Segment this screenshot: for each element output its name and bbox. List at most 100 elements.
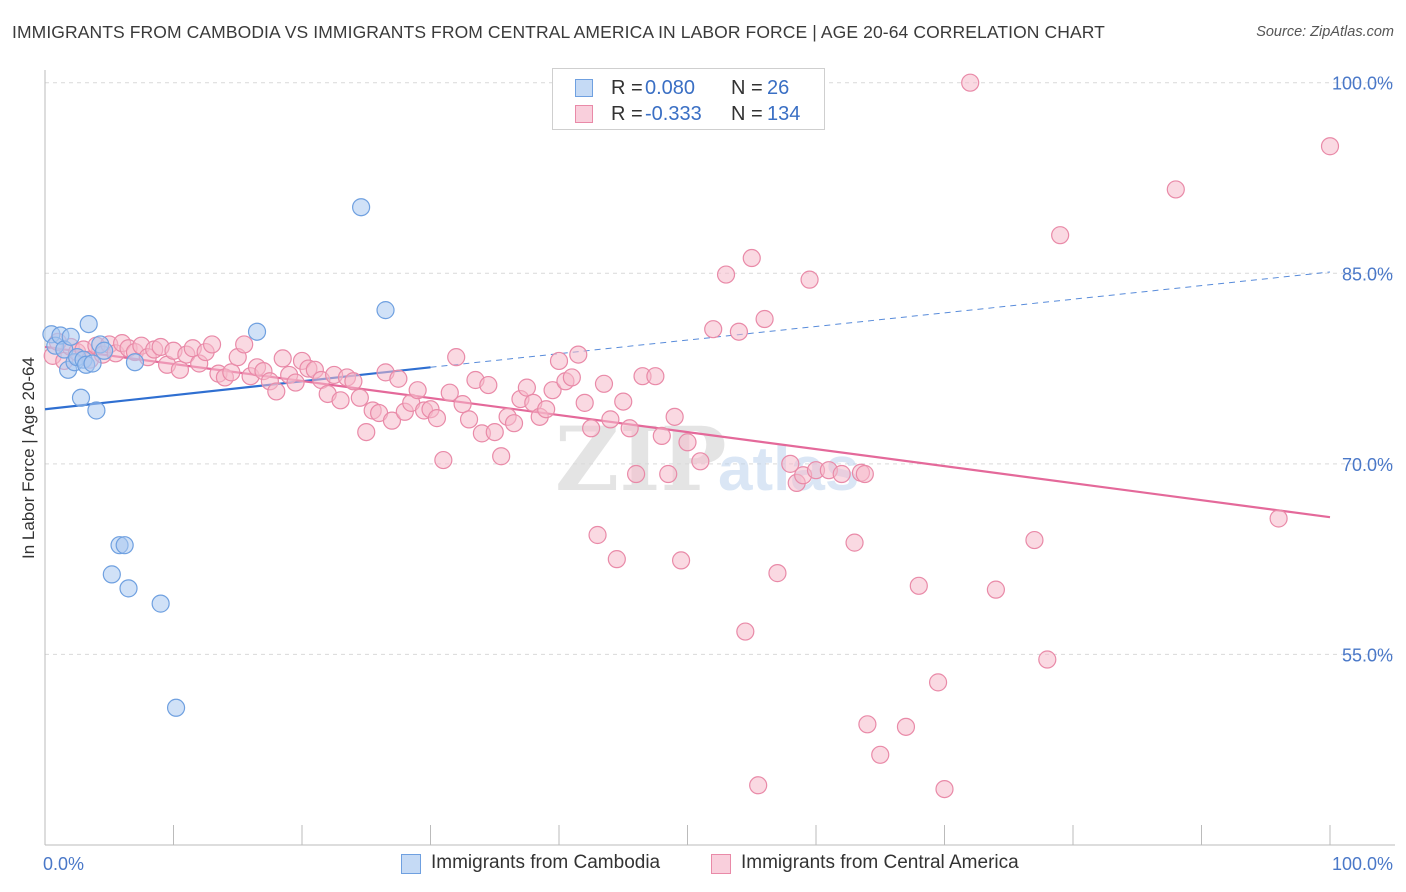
central-america-point [537,400,556,419]
tick-labels: 55.0% 70.0% 85.0% 100.0% 0.0% 100.0% [43,74,1393,874]
y-tick-label: 55.0% [1342,645,1393,665]
central-america-point [453,395,472,414]
central-america-point [202,335,222,354]
central-america-point [716,265,736,284]
central-america-point [749,776,768,795]
central-america-point [800,270,819,289]
cambodia-point [247,322,267,341]
central-america-point [344,372,363,391]
correlation-legend: R = 0.080 N = 26 R = -0.333 N = 134 [552,68,825,130]
central-america-point [350,388,369,407]
legend-row-central-america: R = -0.333 N = 134 [553,101,824,127]
central-america-point [382,411,402,430]
cambodia-point [352,198,371,217]
cambodia-trend-extension [430,271,1331,368]
central-america-point [858,715,877,734]
axes [44,70,1395,846]
legend-r-label: R = [611,103,643,125]
cambodia-point [102,565,121,584]
central-america-point [408,381,427,400]
cambodia-point [151,594,170,613]
legend-n-value: 134 [767,103,801,125]
central-america-point [479,375,498,395]
central-america-point [1320,137,1340,156]
cambodia-point [87,401,106,420]
central-america-point [909,576,928,595]
legend-swatch-cambodia [575,79,593,97]
cambodia-point [83,354,102,373]
central-america-point [273,349,292,368]
central-america-point [768,564,787,583]
central-america-point [678,433,697,452]
central-america-point [286,373,305,392]
central-america-point [652,426,671,446]
central-america-point [594,374,614,393]
cambodia-trend-line [44,366,431,411]
central-america-point [1269,509,1288,528]
y-tick-label: 70.0% [1342,455,1393,475]
source-label: Source: ZipAtlas.com [1256,24,1394,40]
bottom-legend-label: Immigrants from Cambodia [431,852,661,873]
central-america-point [543,381,562,400]
central-america-point [222,363,241,382]
central-america-point [646,367,665,386]
cambodia-point [61,327,80,346]
central-america-point [601,410,620,429]
central-america-point [389,369,408,388]
central-america-point [170,360,190,379]
central-america-point [832,464,851,484]
x-tick-label: 0.0% [43,854,84,874]
central-america-point [517,378,536,397]
central-america-point [440,383,459,402]
central-america-point [607,550,626,569]
central-america-point [447,348,466,367]
legend-row-cambodia: R = 0.080 N = 26 [553,75,824,101]
central-america-point [492,447,511,466]
central-america-point [781,454,800,473]
data-points [42,73,1340,799]
bottom-legend-swatch-cambodia [401,854,421,874]
cambodia-point [71,388,91,407]
legend-r-label: R = [611,77,643,99]
central-america-point [427,409,447,428]
central-america-point [562,368,581,387]
central-america-point [691,452,710,471]
legend-r-value: 0.080 [645,77,696,99]
central-america-point [620,419,639,438]
central-america-point [896,717,916,736]
cambodia-point [79,314,98,334]
central-america-point [961,73,980,92]
y-axis-label: In Labor Force | Age 20-64 [19,357,38,559]
central-america-point [755,309,774,329]
central-america-point [855,464,874,484]
central-america-point [588,525,607,545]
y-tick-label: 85.0% [1342,264,1393,284]
legend-n-value: 26 [767,77,790,99]
central-america-point [671,551,691,570]
central-america-point [729,322,749,341]
cambodia-point [95,341,114,360]
cambodia-point [376,301,395,320]
central-america-point [845,533,864,552]
central-america-point [267,382,286,401]
legend-n-label: N = [731,103,763,125]
central-america-point [331,391,350,410]
legend-swatch-central-america [575,105,593,123]
central-america-point [614,392,633,411]
central-america-point [659,464,678,484]
legend-r-value: -0.333 [645,103,702,125]
cambodia-point [125,353,145,372]
central-america-point [459,410,479,429]
central-america-point [704,320,723,339]
y-tick-label: 100.0% [1332,74,1393,94]
central-america-point [504,414,524,433]
central-america-point [626,464,646,484]
central-america-point [235,335,254,354]
central-america-point [569,345,588,364]
central-america-point [1038,650,1057,669]
central-america-point [1051,226,1070,245]
central-america-point [1166,180,1185,199]
central-america-point [1025,530,1044,550]
chart-title: IMMIGRANTS FROM CAMBODIA VS IMMIGRANTS F… [12,22,1105,42]
